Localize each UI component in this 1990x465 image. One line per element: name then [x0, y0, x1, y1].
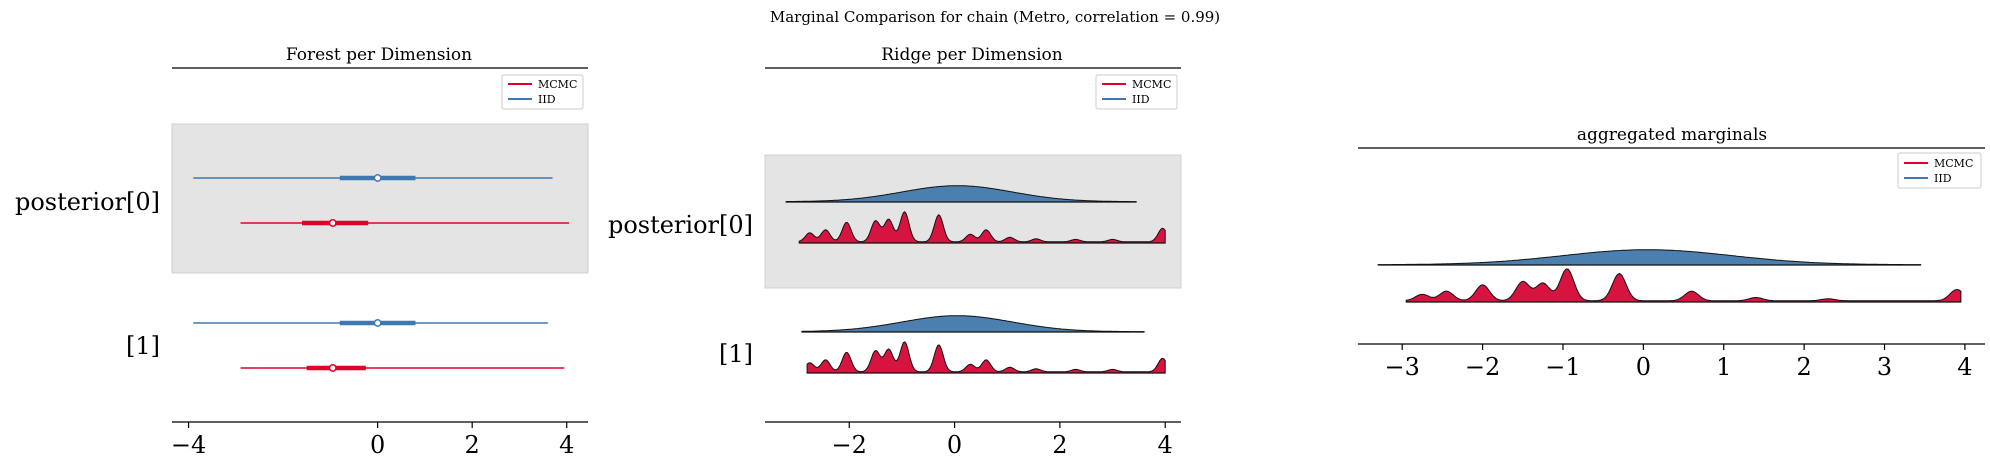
- forest-tick-label: 4: [559, 431, 574, 459]
- forest-row-band: [171, 123, 589, 274]
- ridge-legend-iid-label: IID: [1132, 93, 1150, 106]
- ridge-legend-mcmc-label: MCMC: [1132, 78, 1171, 91]
- ridge-tick-label: −2: [832, 431, 867, 459]
- ridge-row-band: [764, 154, 1182, 289]
- forest-legend: MCMC IID: [501, 74, 584, 110]
- aggregated-tick-label: 2: [1796, 353, 1811, 381]
- ridge-tick-label: 2: [1052, 431, 1067, 459]
- ridge-marks: [785, 185, 1166, 374]
- forest-marks: [193, 174, 570, 372]
- aggregated-tick-label: −2: [1465, 353, 1500, 381]
- forest-legend-mcmc-label: MCMC: [538, 78, 577, 91]
- aggregated-tick-label: −3: [1385, 353, 1420, 381]
- ridge-panel: Ridge per Dimension posterior[0] [1] −2 0…: [608, 45, 1182, 459]
- forest-x-ticks: −4 0 2 4: [171, 422, 574, 459]
- forest-legend-iid-label: IID: [538, 93, 556, 106]
- aggregated-marks: [1377, 249, 1962, 303]
- aggregated-legend-box: [1897, 152, 1982, 189]
- ridge-iid-density: [801, 315, 1145, 333]
- ridge-title: Ridge per Dimension: [881, 45, 1063, 65]
- aggregated-mcmc-density: [1405, 268, 1962, 303]
- ridge-x-ticks: −2 0 2 4: [832, 422, 1173, 459]
- aggregated-iid-density: [1377, 249, 1922, 266]
- aggregated-title: aggregated marginals: [1577, 125, 1767, 145]
- aggregated-legend-mcmc-label: MCMC: [1934, 157, 1973, 170]
- aggregated-x-ticks: −3 −2 −1 0 1 2 3 4: [1385, 344, 1973, 381]
- figure-suptitle: Marginal Comparison for chain (Metro, co…: [770, 8, 1220, 26]
- forest-tick-label: 2: [465, 431, 480, 459]
- aggregated-panel: aggregated marginals −3 −2 −1 0 1 2 3 4 MCMC II…: [1358, 125, 1985, 381]
- ridge-iid-density: [785, 185, 1137, 203]
- aggregated-tick-label: 3: [1877, 353, 1892, 381]
- forest-mcmc-median: [328, 364, 337, 372]
- forest-title: Forest per Dimension: [286, 45, 472, 65]
- forest-row-label-1: [1]: [126, 332, 160, 360]
- aggregated-tick-label: 1: [1716, 353, 1731, 381]
- aggregated-legend: MCMC IID: [1897, 152, 1982, 189]
- aggregated-tick-label: −1: [1545, 353, 1580, 381]
- ridge-row-label-1: [1]: [719, 340, 753, 368]
- ridge-legend: MCMC IID: [1095, 74, 1178, 110]
- forest-iid-median: [373, 319, 382, 327]
- forest-tick-label: 0: [370, 431, 385, 459]
- forest-iid-median: [373, 174, 382, 182]
- ridge-mcmc-density: [806, 341, 1166, 374]
- forest-row-label-0: posterior[0]: [15, 188, 160, 216]
- forest-mcmc-median: [328, 219, 337, 227]
- ridge-row-label-0: posterior[0]: [608, 211, 753, 239]
- aggregated-legend-iid-label: IID: [1934, 172, 1952, 185]
- forest-tick-label: −4: [171, 431, 206, 459]
- ridge-mcmc-density: [798, 211, 1166, 244]
- forest-panel: Forest per Dimension posterior[0] [1] −4…: [15, 45, 589, 459]
- ridge-tick-label: 0: [947, 431, 962, 459]
- ridge-tick-label: 4: [1158, 431, 1173, 459]
- aggregated-tick-label: 4: [1957, 353, 1972, 381]
- aggregated-tick-label: 0: [1636, 353, 1651, 381]
